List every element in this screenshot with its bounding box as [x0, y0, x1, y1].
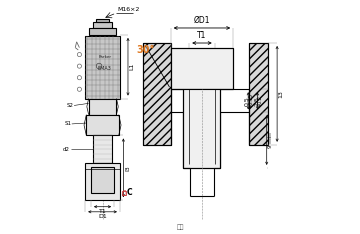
Text: +0.15: +0.15	[248, 93, 253, 108]
Text: 30°: 30°	[136, 45, 154, 55]
Bar	[249, 43, 268, 145]
Bar	[85, 163, 120, 200]
Bar	[143, 43, 171, 145]
Text: 明细: 明细	[176, 224, 184, 230]
Text: EMA3: EMA3	[98, 66, 112, 71]
Text: +0.2: +0.2	[258, 95, 263, 107]
Bar	[96, 19, 109, 22]
Bar	[89, 28, 116, 35]
Bar	[93, 135, 112, 163]
Bar	[184, 89, 220, 168]
Bar	[122, 191, 126, 195]
Text: 9 min: 9 min	[268, 132, 273, 148]
Text: T1: T1	[99, 208, 107, 214]
Text: M16×2: M16×2	[117, 7, 139, 12]
Text: 图: 图	[123, 190, 126, 196]
Bar	[93, 22, 112, 28]
Text: S2: S2	[67, 103, 74, 108]
Text: T1: T1	[197, 31, 207, 40]
Bar	[89, 99, 116, 115]
Text: Parker: Parker	[98, 55, 111, 59]
Text: l3: l3	[125, 165, 130, 171]
Bar	[86, 115, 119, 135]
Text: L1: L1	[130, 63, 135, 70]
Text: ØD1: ØD1	[194, 16, 210, 25]
Text: 0.5: 0.5	[245, 96, 250, 106]
Text: 13: 13	[279, 90, 284, 98]
Text: C: C	[126, 188, 132, 197]
Bar	[171, 48, 233, 89]
Bar	[91, 167, 114, 193]
Text: d2: d2	[63, 147, 70, 152]
Text: D1: D1	[98, 214, 107, 219]
Text: S1: S1	[64, 121, 71, 126]
Text: 2.5: 2.5	[254, 96, 259, 106]
Bar	[85, 36, 120, 99]
